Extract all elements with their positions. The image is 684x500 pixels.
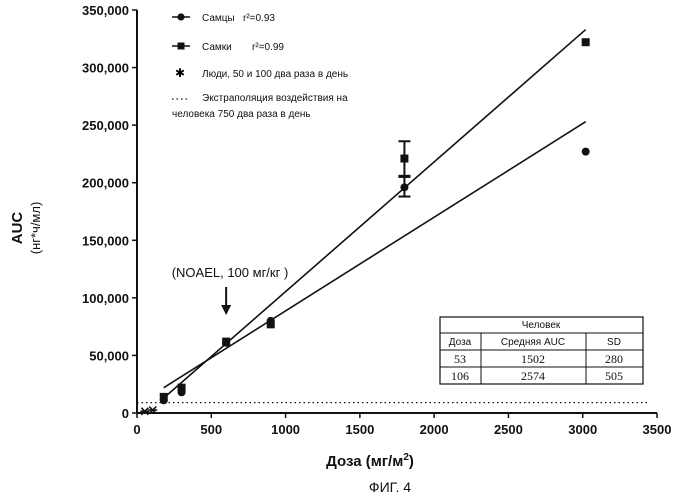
data-point-square xyxy=(400,155,408,163)
legend-label-humans: Люди, 50 и 100 два раза в день xyxy=(202,69,348,80)
data-point-square xyxy=(267,320,275,328)
table-title: Человек xyxy=(522,320,561,331)
y-tick-label: 300,000 xyxy=(82,61,129,76)
table-cell: 280 xyxy=(605,352,623,366)
x-tick-label: 1000 xyxy=(271,422,300,437)
y-axis-unit-label: (нг*ч/мл) xyxy=(28,202,43,255)
legend-item-females: Самки r²=0.99 xyxy=(172,42,284,53)
table-cell: 505 xyxy=(605,369,623,383)
table-header-sd: SD xyxy=(607,337,621,348)
legend-r2-females: r²=0.99 xyxy=(252,42,284,53)
x-tick-label: 2000 xyxy=(420,422,449,437)
data-point-square xyxy=(160,393,168,401)
x-tick-label: 2500 xyxy=(494,422,523,437)
y-axis-label: AUC xyxy=(9,212,26,245)
legend-label-females: Самки xyxy=(202,42,232,53)
x-tick-label: 3000 xyxy=(568,422,597,437)
noael-annotation: (NOAEL, 100 мг/кг ) xyxy=(172,265,289,315)
legend-item-humans: ✱ Люди, 50 и 100 два раза в день xyxy=(175,66,348,80)
legend-item-males: Самцы r²=0.93 xyxy=(172,13,275,24)
table-cell: 53 xyxy=(454,352,466,366)
y-tick-label: 150,000 xyxy=(82,233,129,248)
y-tick-label: 50,000 xyxy=(89,348,129,363)
noael-arrow-head xyxy=(221,305,231,315)
x-tick-label: 3500 xyxy=(643,422,672,437)
legend-label-males: Самцы xyxy=(202,13,235,24)
noael-arrow-icon xyxy=(221,287,231,315)
legend-circle-marker xyxy=(177,13,184,20)
data-point-square xyxy=(178,384,186,392)
figure-label: ФИГ. 4 xyxy=(369,479,411,495)
x-axis-ticks: 0 500 1000 1500 2000 2500 3000 3500 xyxy=(133,413,671,437)
y-tick-label: 0 xyxy=(122,406,129,421)
table-cell: 1502 xyxy=(521,352,545,366)
legend-r2-males: r²=0.93 xyxy=(243,13,275,24)
x-tick-label: 500 xyxy=(200,422,222,437)
legend-star-marker: ✱ xyxy=(175,66,185,80)
table-header-dose: Доза xyxy=(449,337,472,348)
human-data-table: Человек Доза Средняя AUC SD 53 1502 280 … xyxy=(440,317,643,384)
legend-label-extrapolation-line2: человека 750 два раза в день xyxy=(172,109,311,120)
y-tick-label: 100,000 xyxy=(82,291,129,306)
x-axis-label: Доза (мг/м2) xyxy=(326,452,414,470)
y-tick-label: 200,000 xyxy=(82,176,129,191)
legend-square-marker xyxy=(178,43,185,50)
data-point-square xyxy=(222,338,230,346)
table-cell: 106 xyxy=(451,369,469,383)
table-header-mean-auc: Средняя AUC xyxy=(501,337,565,348)
data-point-circle xyxy=(400,183,408,191)
data-point-circle xyxy=(582,148,590,156)
noael-annotation-text: (NOAEL, 100 мг/кг ) xyxy=(172,265,289,280)
table-cell: 2574 xyxy=(521,369,545,383)
legend: Самцы r²=0.93 Самки r²=0.99 ✱ Люди, 50 и… xyxy=(172,13,348,120)
y-tick-label: 350,000 xyxy=(82,3,129,18)
data-point-square xyxy=(582,38,590,46)
legend-label-extrapolation-line1: Экстраполяция воздействия на xyxy=(202,93,348,104)
y-tick-label: 250,000 xyxy=(82,118,129,133)
x-tick-label: 1500 xyxy=(345,422,374,437)
y-axis-ticks: 0 50,000 100,000 150,000 200,000 250,000 300,0… xyxy=(82,3,137,421)
x-tick-label: 0 xyxy=(133,422,140,437)
legend-item-extrapolation: Экстраполяция воздействия на человека 75… xyxy=(172,93,348,120)
